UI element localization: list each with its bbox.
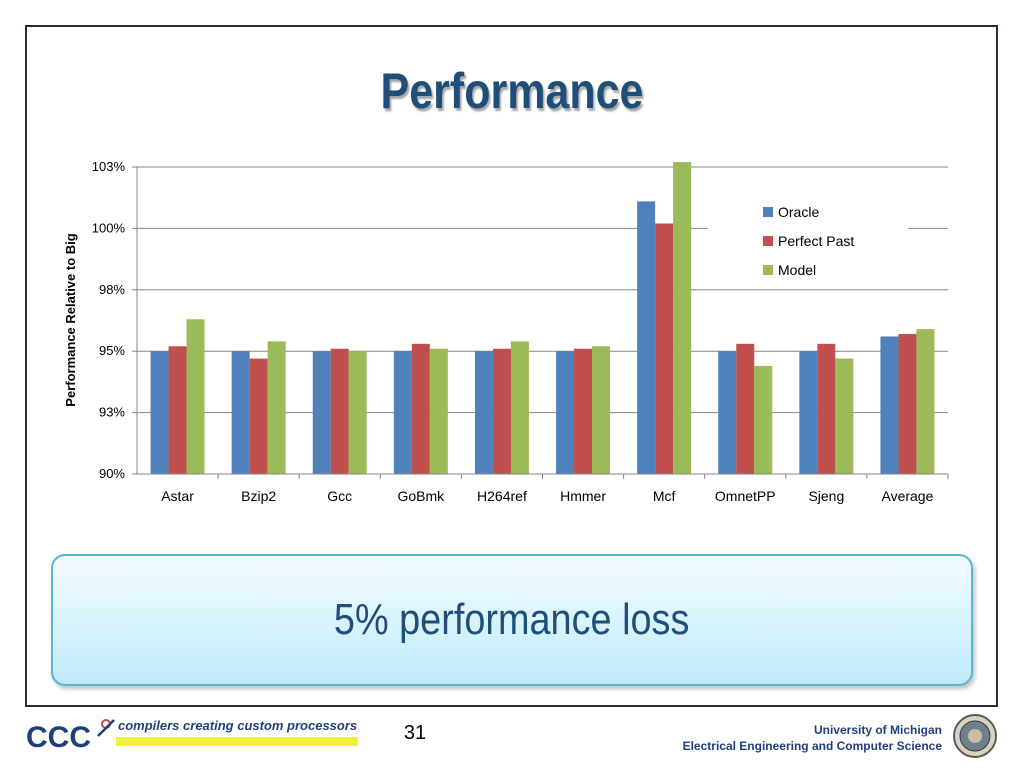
bar-oracle-sjeng (799, 351, 818, 474)
page-number: 31 (403, 722, 427, 744)
legend-label: Oracle (778, 204, 819, 220)
footer-institution: University of Michigan Electrical Engine… (683, 722, 942, 754)
bar-oracle-omnetpp (718, 351, 737, 474)
bar-oracle-average (880, 336, 899, 474)
legend-background (708, 198, 908, 288)
footer-tagline: compilers creating custom processors (116, 718, 358, 748)
chart-legend: Oracle Perfect Past Model (708, 198, 908, 288)
x-category-label: Average (881, 488, 933, 504)
bar-model-hmmer (592, 346, 611, 474)
hammer-sickle-icon (97, 719, 115, 737)
y-tick-label: 98% (99, 282, 125, 297)
y-tick-label: 93% (99, 405, 125, 420)
university-seal-icon (953, 714, 997, 758)
y-tick-label: 95% (99, 343, 125, 358)
x-category-label: Astar (161, 488, 194, 504)
legend-label: Perfect Past (778, 233, 854, 249)
legend-label: Model (778, 262, 816, 278)
bar-model-gobmk (429, 348, 448, 474)
logo-text: CCC (26, 721, 91, 754)
x-category-label: Hmmer (560, 488, 606, 504)
x-category-label: Mcf (653, 488, 676, 504)
x-category-label: OmnetPP (715, 488, 776, 504)
tagline-text: compilers creating custom processors (118, 718, 358, 733)
bar-perfect-past-gobmk (411, 343, 430, 474)
bar-model-omnetpp (754, 365, 773, 474)
x-category-label: Sjeng (808, 488, 844, 504)
bar-oracle-hmmer (556, 351, 575, 474)
bar-model-gcc (348, 351, 367, 474)
bar-oracle-gobmk (393, 351, 412, 474)
bar-perfect-past-h264ref (492, 348, 511, 474)
y-axis-ticks: 90% 93% 95% 98% 100% 103% (92, 159, 137, 481)
y-tick-label: 103% (92, 159, 126, 174)
bar-perfect-past-gcc (330, 348, 349, 474)
bar-model-bzip2 (267, 341, 286, 474)
bar-oracle-h264ref (474, 351, 493, 474)
bar-model-astar (186, 319, 205, 474)
summary-callout: 5% performance loss (51, 554, 973, 686)
bar-model-h264ref (510, 341, 529, 474)
legend-swatch (763, 207, 773, 217)
bar-perfect-past-average (898, 334, 917, 474)
bar-model-average (916, 329, 935, 474)
y-tick-label: 100% (92, 220, 126, 235)
tagline-highlight-bar (116, 737, 358, 746)
x-category-label: Bzip2 (241, 488, 276, 504)
y-tick-label: 90% (99, 466, 125, 481)
slide-title: Performance (380, 63, 644, 119)
bar-perfect-past-astar (168, 346, 187, 474)
chart-bars (150, 162, 935, 474)
legend-swatch (763, 236, 773, 246)
bar-model-mcf (673, 162, 692, 474)
legend-swatch (763, 265, 773, 275)
bar-oracle-gcc (312, 351, 331, 474)
chart-axes (136, 167, 949, 479)
bar-perfect-past-hmmer (574, 348, 593, 474)
bar-model-sjeng (835, 358, 854, 474)
bar-oracle-bzip2 (231, 351, 250, 474)
bar-perfect-past-bzip2 (249, 358, 268, 474)
bar-oracle-astar (150, 351, 169, 474)
x-axis-categories: Astar Bzip2 Gcc GoBmk H264ref Hmmer Mcf OmnetPP… (161, 488, 933, 504)
callout-text: 5% performance loss (334, 595, 690, 644)
bar-perfect-past-sjeng (817, 343, 836, 474)
performance-chart: 90% 93% 95% 98% 100% 103% Astar Bzip2 Gcc GoBmk H… (63, 159, 949, 504)
bar-perfect-past-mcf (655, 223, 674, 474)
x-category-label: GoBmk (398, 488, 446, 504)
x-category-label: H264ref (477, 488, 527, 504)
bar-oracle-mcf (637, 201, 656, 474)
bar-perfect-past-omnetpp (736, 343, 755, 474)
y-axis-title: Performance Relative to Big (63, 233, 78, 406)
x-category-label: Gcc (327, 488, 352, 504)
institution-name: University of Michigan (813, 723, 942, 737)
ccc-logo: CCC (26, 719, 115, 754)
department-name: Electrical Engineering and Computer Scie… (682, 739, 942, 753)
